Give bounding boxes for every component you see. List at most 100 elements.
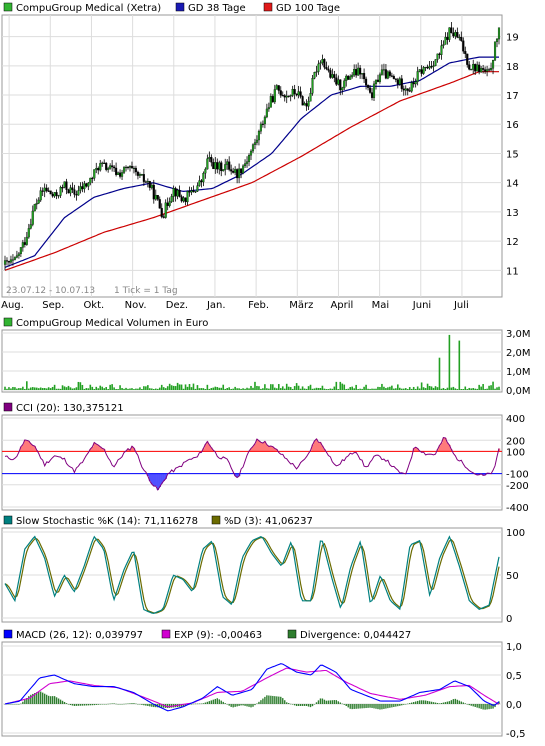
divergence-bar <box>135 704 136 705</box>
divergence-bar <box>119 704 120 705</box>
volume-bar <box>306 389 308 390</box>
volume-bar <box>101 387 103 390</box>
candle-body <box>450 28 452 33</box>
volume-bar <box>91 387 93 390</box>
candle-body <box>322 59 324 62</box>
cci-fill-pos <box>268 446 270 451</box>
candle-body <box>282 95 284 96</box>
volume-bar <box>207 385 209 390</box>
candle-body <box>206 159 208 169</box>
stoch-d-legend-swatch <box>212 516 220 524</box>
volume-bar <box>461 389 463 390</box>
volume-bar <box>447 388 449 390</box>
divergence-bar <box>312 704 313 706</box>
divergence-bar <box>482 704 483 709</box>
candle-body <box>375 80 377 84</box>
candle-body <box>78 190 80 195</box>
volume-bar <box>165 388 167 390</box>
candle-body <box>99 163 101 170</box>
candle-body <box>314 72 316 78</box>
volume-bar <box>167 386 169 390</box>
volume-bar <box>141 389 143 390</box>
divergence-bar <box>326 701 327 704</box>
divergence-bar <box>244 704 245 706</box>
divergence-bar <box>22 702 23 704</box>
candle-body <box>50 191 52 194</box>
divergence-bar <box>28 696 29 704</box>
volume-bar <box>415 389 417 390</box>
candle-body <box>204 169 206 173</box>
candle-body <box>171 196 173 201</box>
divergence-bar <box>127 704 128 705</box>
volume-bar <box>478 385 480 390</box>
volume-bar <box>464 387 466 390</box>
candle-body <box>232 171 234 172</box>
volume-bar <box>254 382 256 390</box>
volume-bar <box>16 389 18 390</box>
divergence-bar <box>419 700 420 704</box>
volume-bar <box>308 386 310 390</box>
candle-body <box>425 67 427 68</box>
candle-body <box>445 37 447 44</box>
divergence-bar <box>417 701 418 704</box>
divergence-bar <box>363 704 364 708</box>
volume-bar <box>435 386 437 390</box>
divergence-bar <box>193 704 194 705</box>
volume-bar <box>353 388 355 390</box>
candle-body <box>165 203 167 218</box>
candle-body <box>226 162 228 165</box>
candle-body <box>492 60 494 68</box>
volume-bar <box>147 385 149 390</box>
volume-bar <box>488 386 490 390</box>
volume-bar <box>78 382 80 390</box>
volume-bar <box>282 386 284 390</box>
divergence-bar <box>139 704 140 705</box>
volume-bar <box>490 385 492 390</box>
volume-bar <box>183 389 185 390</box>
candle-body <box>449 28 451 40</box>
volume-legend-label: CompuGroup Medical Volumen in Euro <box>16 318 208 329</box>
volume-bar <box>133 389 135 390</box>
divergence-bar <box>18 704 19 705</box>
divergence-bar <box>266 695 267 704</box>
volume-bar <box>109 385 111 390</box>
divergence-bar <box>16 704 17 705</box>
divergence-bar <box>230 704 231 707</box>
candle-body <box>202 173 204 182</box>
candle-body <box>169 202 171 206</box>
divergence-bar <box>264 697 265 704</box>
volume-bar <box>64 386 66 390</box>
candle-body <box>121 172 123 176</box>
volume-bar <box>26 381 28 390</box>
volume-panel: CompuGroup Medical Volumen in Euro 3,0M2… <box>2 318 531 397</box>
candle-body <box>260 124 262 131</box>
volume-bar <box>367 389 369 390</box>
candle-body <box>123 167 125 172</box>
divergence-bar <box>359 704 360 708</box>
volume-bar <box>280 388 282 390</box>
volume-bar <box>113 387 115 390</box>
candle-body <box>149 181 151 187</box>
candle-body <box>343 81 345 88</box>
volume-bar <box>48 387 50 390</box>
candle-body <box>345 76 347 81</box>
cci-fill-neg <box>153 474 155 486</box>
divergence-bar <box>113 703 114 704</box>
divergence-bar <box>64 702 65 704</box>
candle-body <box>367 85 369 88</box>
candle-body <box>411 83 413 92</box>
candle-body <box>310 93 312 101</box>
candle-body <box>490 68 492 70</box>
volume-bar <box>248 388 250 390</box>
candle-body <box>193 191 195 192</box>
cci-plot-frame <box>2 415 502 510</box>
volume-bar <box>292 389 294 390</box>
volume-bar <box>224 389 226 390</box>
candle-body <box>222 170 224 171</box>
divergence-bar <box>322 699 323 704</box>
candle-body <box>433 66 435 67</box>
volume-bar <box>459 341 461 390</box>
volume-bar <box>427 384 429 390</box>
divergence-bar <box>84 704 85 706</box>
volume-bar <box>318 388 320 390</box>
